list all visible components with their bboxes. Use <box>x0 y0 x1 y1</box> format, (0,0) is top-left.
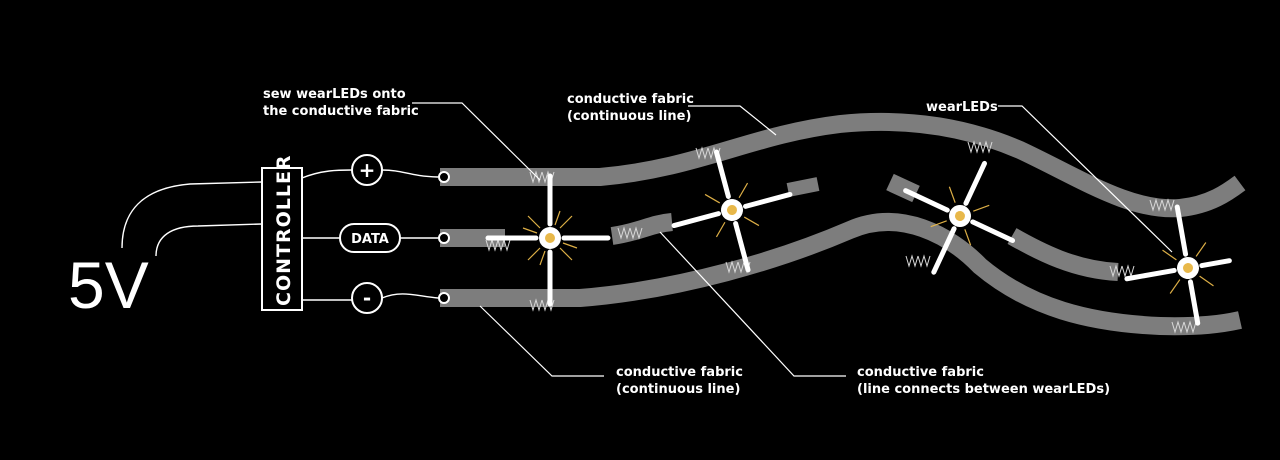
top-fabric-label-line2: (continuous line) <box>567 109 691 124</box>
bottom-fabric-label-line1: conductive fabric <box>616 365 743 380</box>
plus-terminal-label: + <box>359 158 376 182</box>
controller-box: CONTROLLER <box>261 154 303 311</box>
middle-fabric-leader <box>659 231 846 377</box>
minus-wire-out <box>381 293 439 299</box>
data-terminal: DATA <box>339 223 401 253</box>
sew-leader <box>412 102 541 181</box>
minus-terminal-label: - <box>363 286 371 310</box>
minus-terminal: - <box>351 282 383 314</box>
bottom-fabric-label: conductive fabric (continuous line) <box>616 365 747 397</box>
data-terminal-label: DATA <box>351 232 389 247</box>
plus-wire-out <box>381 169 439 178</box>
power-wire-lower <box>155 223 263 257</box>
top-fabric-label: conductive fabric (continuous line) <box>567 92 698 124</box>
bottom-fabric-leader <box>479 305 604 377</box>
bottom-fabric-strip <box>440 213 1242 336</box>
wearled-3 <box>903 160 1016 275</box>
plus-wire <box>301 169 353 179</box>
wearleds-leader <box>998 105 1173 253</box>
power-label: 5V <box>68 248 149 322</box>
power-wire-upper <box>121 181 263 249</box>
bottom-fabric-label-line2: (continuous line) <box>616 382 740 397</box>
sew-label-line1: sew wearLEDs onto <box>263 87 406 102</box>
plus-terminal: + <box>351 154 383 186</box>
controller-label: CONTROLLER <box>273 154 295 306</box>
top-fabric-leader <box>688 105 777 136</box>
top-fabric-strip <box>440 112 1246 218</box>
wearleds-label: wearLEDs <box>926 100 998 115</box>
wearled-1 <box>485 173 611 307</box>
sew-label-line2: the conductive fabric <box>263 104 419 119</box>
sew-label: sew wearLEDs onto the conductive fabric <box>263 87 419 119</box>
wearled-2 <box>671 149 793 273</box>
wearled-4 <box>1124 204 1232 326</box>
middle-fabric-label-line2: (line connects between wearLEDs) <box>857 382 1110 397</box>
middle-fabric-label: conductive fabric (line connects between… <box>857 365 1110 397</box>
wearleds-label-line1: wearLEDs <box>926 100 998 115</box>
top-fabric-label-line1: conductive fabric <box>567 92 694 107</box>
middle-fabric-label-line1: conductive fabric <box>857 365 984 380</box>
strip-connectors <box>438 171 450 304</box>
